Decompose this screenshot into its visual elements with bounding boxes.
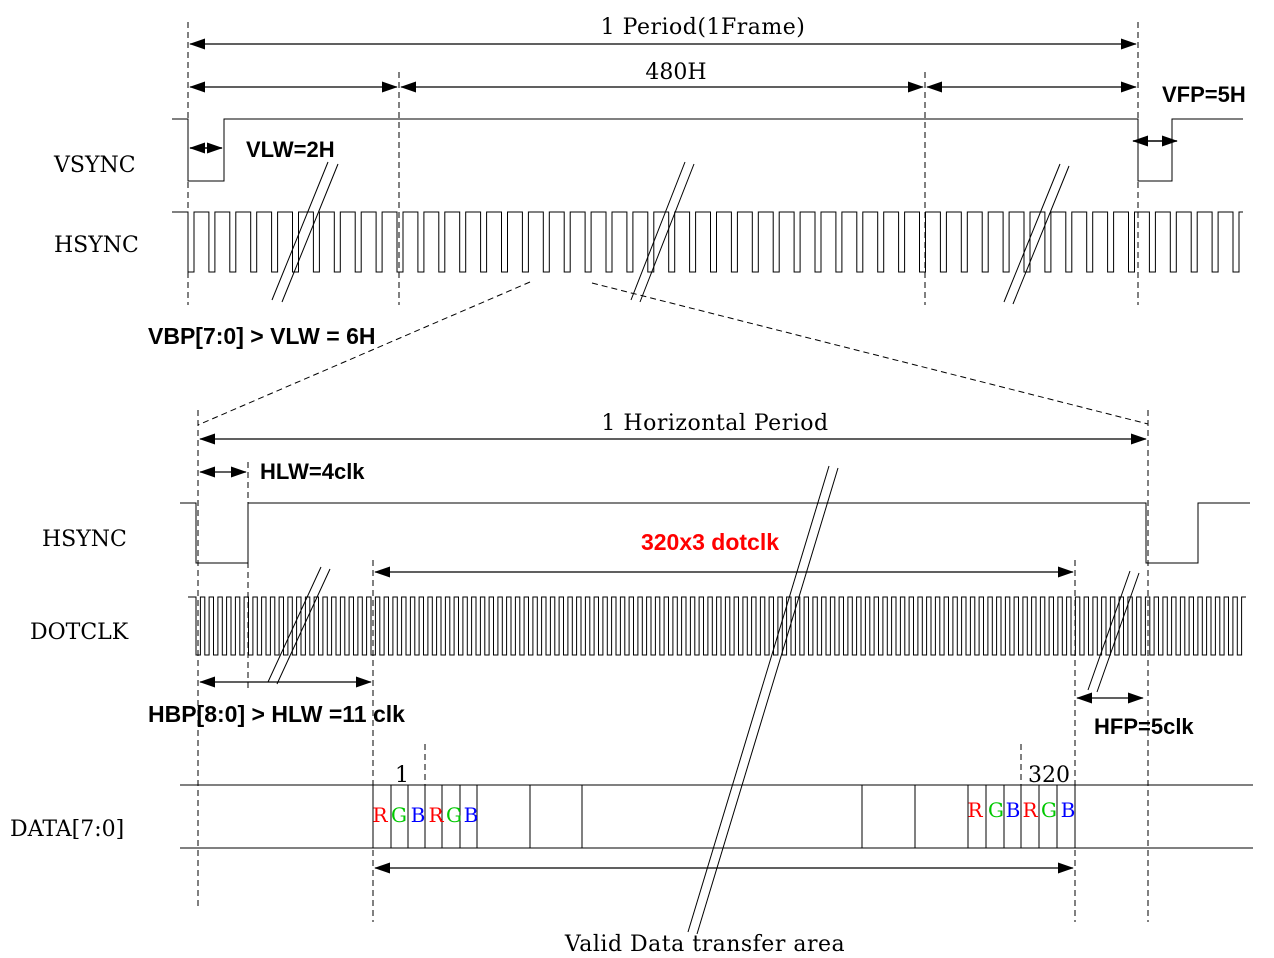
hsync-bottom-waveform <box>180 502 1250 564</box>
dotclk-label: DOTCLK <box>30 620 129 645</box>
hsync-top-label: HSYNC <box>54 233 139 258</box>
rgb-first-group: R G B R G B <box>372 803 478 827</box>
bottom-break-marks <box>267 465 1140 935</box>
rgb-letter-g: G <box>1041 798 1057 822</box>
top-break-marks <box>271 161 1070 305</box>
rgb-letter-r: R <box>1022 798 1038 822</box>
valid-area-label: Valid Data transfer area <box>564 932 845 957</box>
rgb-letter-g: G <box>988 798 1004 822</box>
dotclk-waveform <box>188 596 1246 656</box>
vfp-label: VFP=5H <box>1162 82 1246 107</box>
rgb-letter-b: B <box>1061 798 1076 822</box>
zoom-projection-lines <box>197 281 1149 426</box>
dotclk-count-label: 320x3 dotclk <box>641 529 779 555</box>
vlw-label: VLW=2H <box>246 137 335 162</box>
frame-period-label: 1 Period(1Frame) <box>601 15 806 40</box>
rgb-letter-r: R <box>428 803 444 827</box>
vsync-label: VSYNC <box>53 153 136 178</box>
rgb-last-group: R G B R G B <box>967 798 1075 822</box>
lines-label: 480H <box>645 60 706 85</box>
hsync-bottom-label: HSYNC <box>42 527 127 552</box>
hbp-label: HBP[8:0] > HLW =11 clk <box>148 701 405 727</box>
rgb-letter-g: G <box>446 803 462 827</box>
hsync-top-waveform <box>172 211 1243 273</box>
hfp-label: HFP=5clk <box>1094 714 1194 739</box>
vbp-label: VBP[7:0] > VLW = 6H <box>148 323 376 349</box>
vsync-waveform <box>172 118 1243 182</box>
rgb-letter-r: R <box>372 803 388 827</box>
hlw-label: HLW=4clk <box>260 459 365 484</box>
rgb-letter-b: B <box>411 803 426 827</box>
rgb-letter-g: G <box>391 803 407 827</box>
last-pixel-label: 320 <box>1028 763 1070 788</box>
bottom-guides <box>197 410 1149 922</box>
rgb-letter-b: B <box>1006 798 1021 822</box>
hperiod-label: 1 Horizontal Period <box>601 411 828 436</box>
first-pixel-label: 1 <box>395 763 409 788</box>
rgb-letter-r: R <box>967 798 983 822</box>
data-label: DATA[7:0] <box>10 817 124 842</box>
data-bus <box>180 784 1253 849</box>
rgb-letter-b: B <box>464 803 479 827</box>
